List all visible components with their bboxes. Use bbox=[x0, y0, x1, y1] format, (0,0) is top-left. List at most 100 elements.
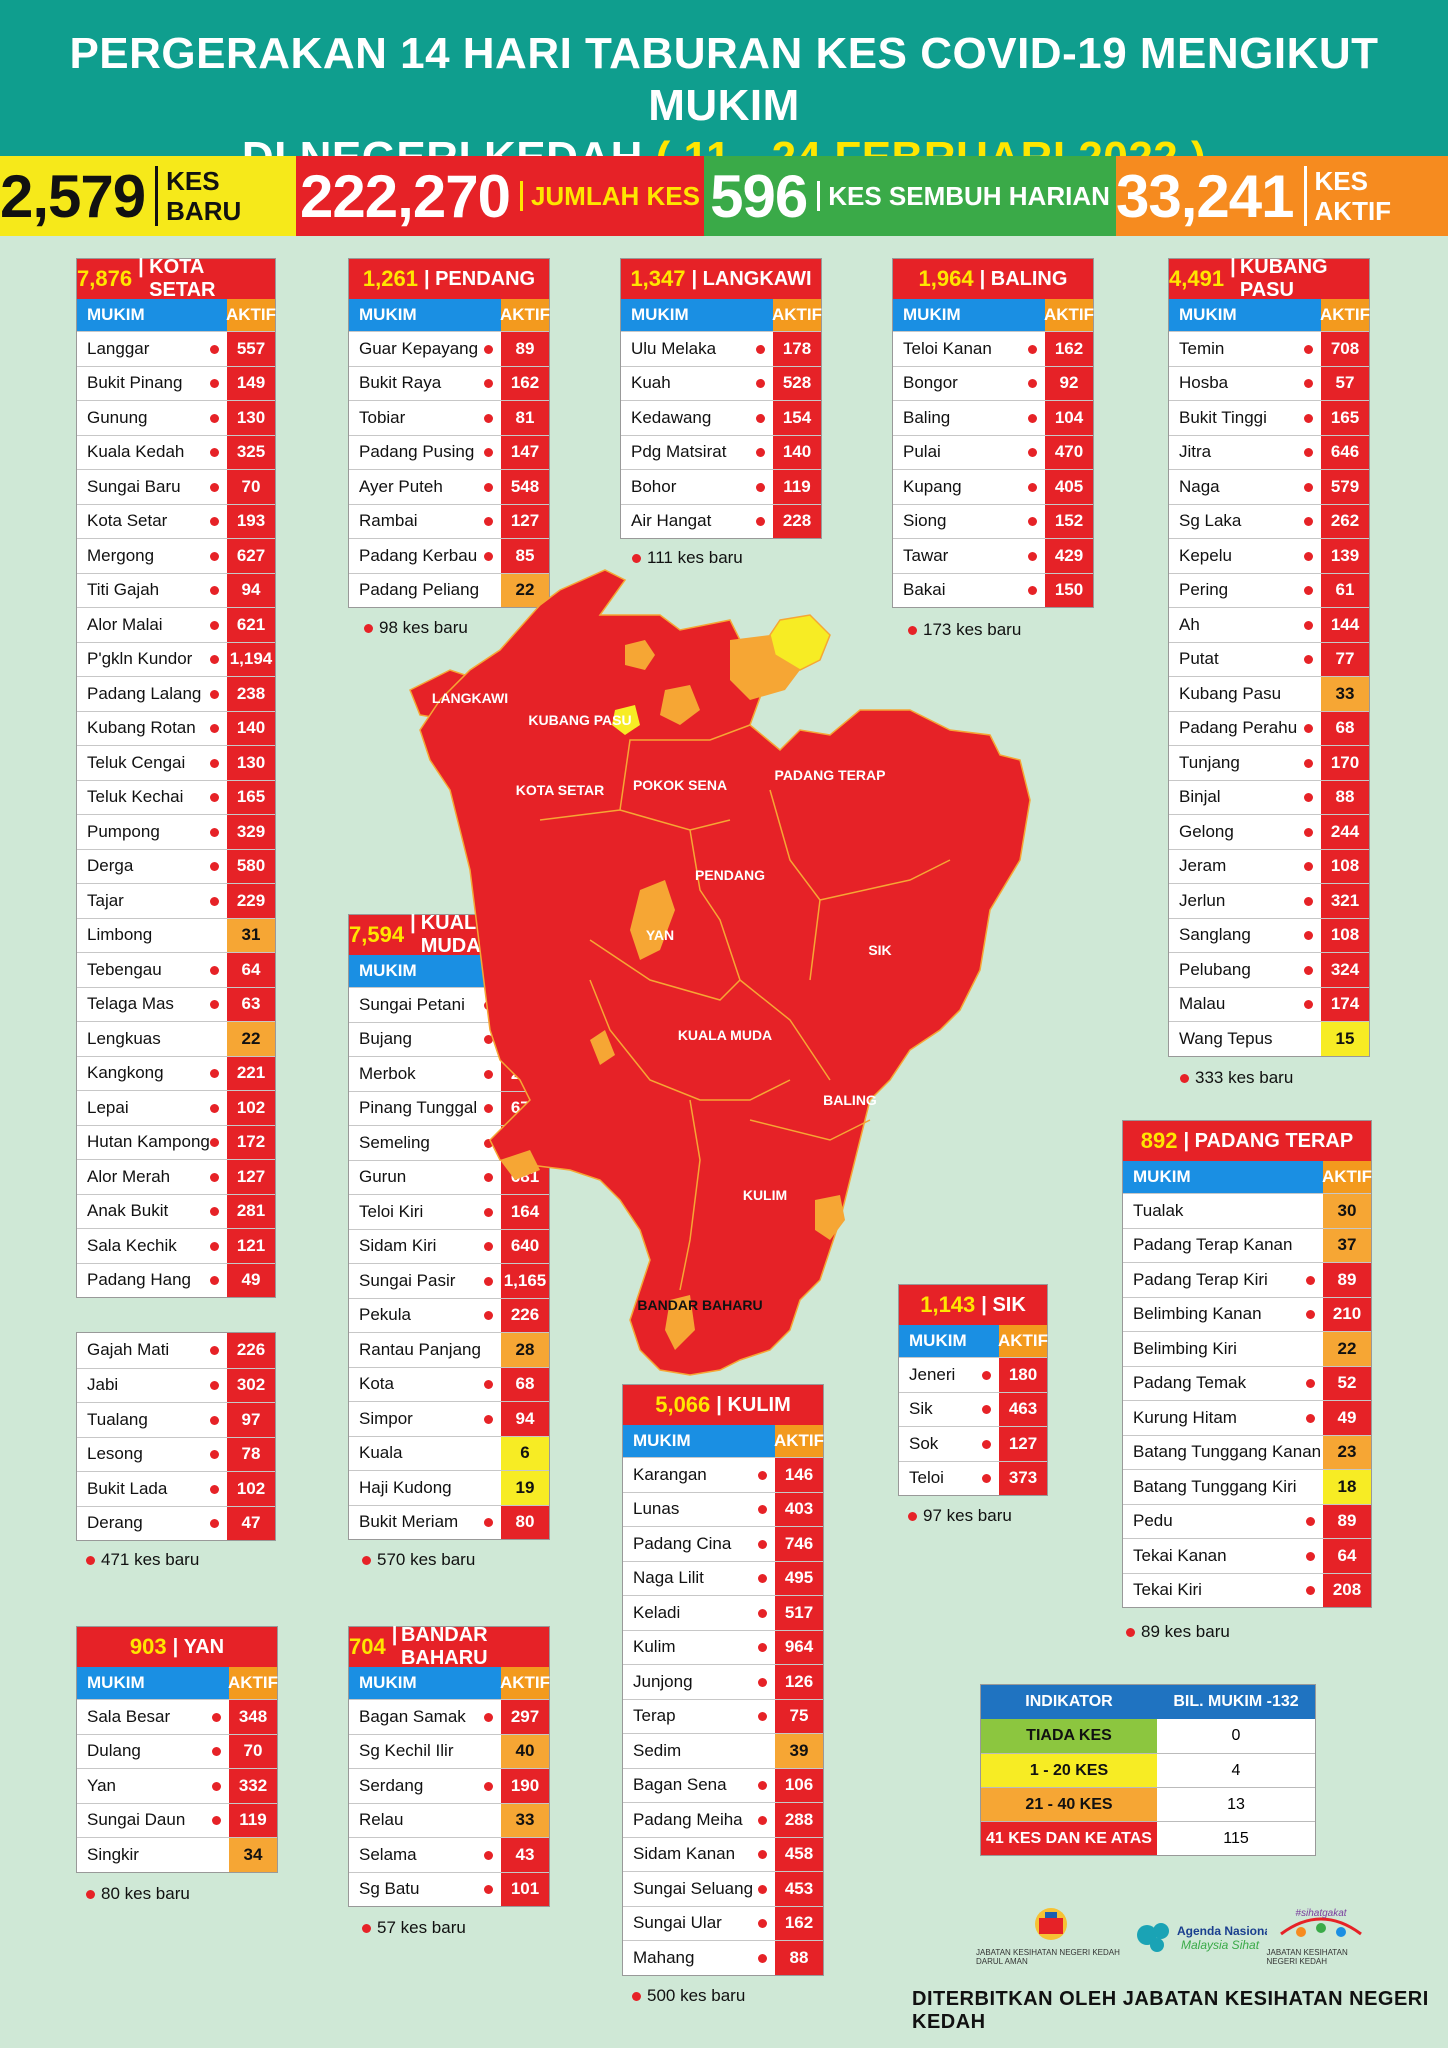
mukim-name: Sungai Daun bbox=[77, 1804, 229, 1838]
red-dot-icon bbox=[1306, 1413, 1315, 1423]
mukim-name: Teluk Cengai bbox=[77, 746, 227, 780]
map-borders bbox=[539, 724, 951, 1291]
table-row: Bagan Samak 297 bbox=[349, 1699, 549, 1734]
mukim-name: Bukit Lada bbox=[77, 1472, 227, 1506]
mukim-label: Junjong bbox=[633, 1671, 693, 1691]
red-dot-icon bbox=[756, 413, 765, 423]
red-dot-icon bbox=[758, 1574, 767, 1584]
mukim-label: Pinang Tunggal bbox=[359, 1098, 478, 1118]
mukim-name: Padang Lalang bbox=[77, 677, 227, 711]
aktif-value: 238 bbox=[227, 677, 275, 711]
red-dot-icon bbox=[484, 1380, 493, 1390]
mukim-label: Telaga Mas bbox=[87, 994, 174, 1014]
table-row: Limbong 31 bbox=[77, 917, 275, 952]
aktif-value: 78 bbox=[227, 1437, 275, 1471]
mukim-label: Lengkuas bbox=[87, 1028, 161, 1048]
aktif-value: 104 bbox=[1045, 401, 1093, 435]
red-dot-icon bbox=[982, 1370, 991, 1380]
mukim-label: Air Hangat bbox=[631, 511, 712, 531]
district-table: 7,876 | KOTA SETAR MUKIM AKTIF Langgar 557 Buk… bbox=[76, 256, 276, 1298]
district-total: 1,261 bbox=[362, 266, 418, 291]
district-separator: | bbox=[691, 267, 703, 290]
table-row: Mergong 627 bbox=[77, 538, 275, 573]
table-row: Tebengau 64 bbox=[77, 952, 275, 987]
col-aktif: AKTIF bbox=[1044, 299, 1094, 331]
mukim-label: Derang bbox=[87, 1513, 143, 1533]
table-row: Sedim 39 bbox=[623, 1733, 823, 1768]
red-dot-icon bbox=[210, 1000, 219, 1010]
legend-header-indikator: INDIKATOR bbox=[981, 1685, 1157, 1719]
table-row: Simpor 94 bbox=[349, 1401, 549, 1436]
aktif-value: 85 bbox=[501, 539, 549, 573]
table-row: Baling 104 bbox=[893, 400, 1093, 435]
mukim-label: Padang Peliang bbox=[359, 580, 480, 600]
col-mukim: MUKIM bbox=[349, 299, 501, 331]
mukim-name: Wang Tepus bbox=[1169, 1022, 1321, 1056]
district-separator: | bbox=[138, 256, 144, 301]
mukim-label: Selama bbox=[359, 1844, 417, 1864]
kes-baru-note: 500 kes baru bbox=[632, 1986, 745, 2006]
mukim-name: Bagan Samak bbox=[349, 1700, 501, 1734]
mukim-label: Jerlun bbox=[1179, 890, 1226, 910]
mukim-name: Air Hangat bbox=[621, 505, 773, 539]
mukim-name: Derga bbox=[77, 850, 227, 884]
mukim-label: Jeram bbox=[1179, 856, 1227, 876]
red-dot-icon bbox=[484, 1173, 493, 1183]
district-title: 1,261 | PENDANG bbox=[349, 259, 549, 299]
mukim-label: Sala Kechik bbox=[87, 1235, 177, 1255]
aktif-value: 165 bbox=[1321, 401, 1369, 435]
aktif-value: 708 bbox=[1321, 332, 1369, 366]
mukim-name: Naga Lilit bbox=[623, 1562, 775, 1596]
aktif-value: 101 bbox=[501, 1872, 549, 1906]
aktif-value: 37 bbox=[1323, 1228, 1371, 1262]
table-row: Hutan Kampong 172 bbox=[77, 1124, 275, 1159]
mukim-name: Tawar bbox=[893, 539, 1045, 573]
mukim-label: Dulang bbox=[87, 1741, 141, 1761]
aktif-value: 22 bbox=[501, 573, 549, 607]
mukim-label: Rantau Panjang bbox=[359, 1339, 481, 1359]
mukim-label: Titi Gajah bbox=[87, 580, 160, 600]
table-row: Sik 463 bbox=[899, 1391, 1047, 1426]
mukim-label: Rambai bbox=[359, 511, 418, 531]
aktif-value: 180 bbox=[999, 1358, 1047, 1392]
mukim-name: Lengkuas bbox=[77, 1022, 227, 1056]
legend-label: 21 - 40 KES bbox=[981, 1788, 1157, 1821]
red-dot-icon bbox=[210, 344, 219, 354]
aktif-value: 321 bbox=[1321, 884, 1369, 918]
kes-baru-text: 89 kes baru bbox=[1141, 1622, 1230, 1641]
table-row: Ah 144 bbox=[1169, 607, 1369, 642]
mukim-label: Kepelu bbox=[1179, 545, 1232, 565]
red-dot-icon bbox=[1028, 586, 1037, 596]
district-table: 1,347 | LANGKAWI MUKIM AKTIF Ulu Melaka 178 Ku… bbox=[620, 258, 822, 539]
legend-count: 4 bbox=[1231, 1761, 1241, 1779]
mukim-name: Karangan bbox=[623, 1458, 775, 1492]
mukim-label: Padang Kerbau bbox=[359, 545, 478, 565]
mukim-label: Wang Tepus bbox=[1179, 1028, 1273, 1048]
map-label-padang-terap: PADANG TERAP bbox=[775, 767, 886, 783]
mukim-label: Teluk Cengai bbox=[87, 752, 186, 772]
mukim-name: Belimbing Kanan bbox=[1123, 1298, 1323, 1332]
mukim-name: P'gkln Kundor bbox=[77, 643, 227, 677]
district-table: 1,964 | BALING MUKIM AKTIF Teloi Kanan 162 Bon… bbox=[892, 258, 1094, 608]
red-dot-icon bbox=[1028, 517, 1037, 527]
mukim-name: Tekai Kanan bbox=[1123, 1539, 1323, 1573]
table-row: Belimbing Kiri 22 bbox=[1123, 1331, 1371, 1366]
mukim-name: Pelubang bbox=[1169, 953, 1321, 987]
aktif-value: 226 bbox=[501, 1298, 549, 1332]
table-row: Langgar 557 bbox=[77, 331, 275, 366]
aktif-value: 348 bbox=[229, 1700, 277, 1734]
kes-baru-text: 57 kes baru bbox=[377, 1918, 466, 1937]
mukim-label: Gajah Mati bbox=[87, 1340, 170, 1360]
mukim-name: Putat bbox=[1169, 643, 1321, 677]
mukim-name: Padang Perahu bbox=[1169, 712, 1321, 746]
aktif-value: 49 bbox=[227, 1263, 275, 1297]
aktif-value: 140 bbox=[227, 711, 275, 745]
map-label-baling: BALING bbox=[823, 1092, 877, 1108]
red-dot-icon bbox=[756, 517, 765, 527]
red-dot-icon bbox=[1028, 551, 1037, 561]
mukim-name: Teluk Kechai bbox=[77, 781, 227, 815]
mukim-name: Lesong bbox=[77, 1438, 227, 1472]
red-dot-icon bbox=[1304, 620, 1313, 630]
table-row: Kurung Hitam 49 bbox=[1123, 1400, 1371, 1435]
